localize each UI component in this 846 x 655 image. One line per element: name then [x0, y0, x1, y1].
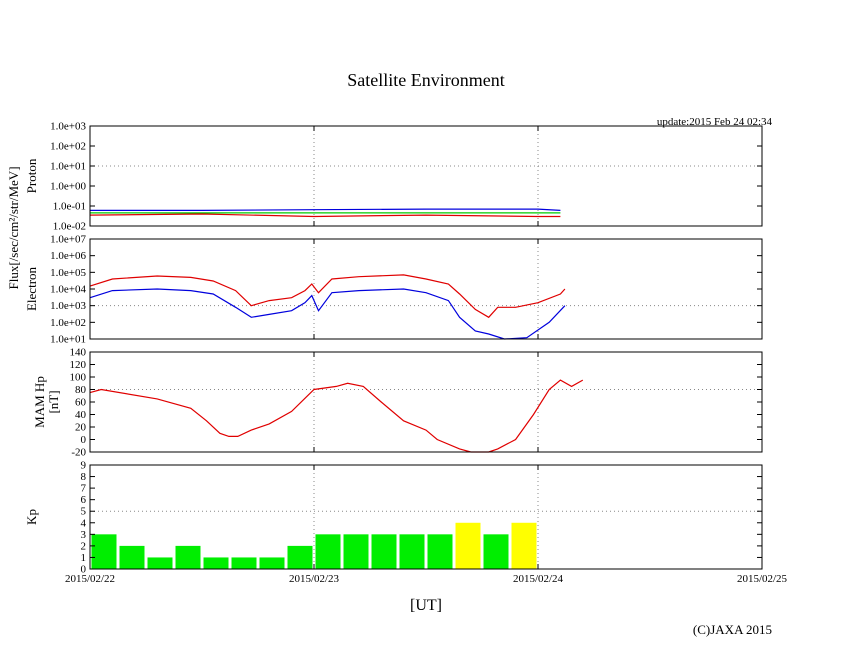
y-tick-label: 6 [81, 494, 87, 506]
shared-flux-ylabel: Flux[/sec/cm²/str/MeV] [6, 166, 21, 289]
kp-bar [343, 534, 369, 569]
y-tick-label: 2 [81, 540, 87, 552]
y-tick-label: 5 [81, 506, 87, 518]
y-tick-label: 20 [75, 422, 87, 434]
panel-proton: 1.0e-02 1.0e-01 1.0e+00 1.0e+01 1.0e+02 1.0e+… [24, 121, 763, 233]
y-tick-label: 9 [81, 460, 87, 472]
kp-bar [147, 557, 173, 569]
kp-bar [427, 534, 453, 569]
panel-ylabel-unit: [nT] [46, 390, 61, 413]
panel-ylabel: Kp [24, 509, 39, 525]
series-line [89, 213, 561, 218]
y-tick-label: 1.0e+01 [50, 334, 86, 346]
y-tick-label: 120 [70, 359, 87, 371]
y-tick-label: 1.0e+03 [50, 121, 86, 133]
x-tick-label-3: 2015/02/25 [737, 573, 788, 585]
panels-group: 1.0e-021.0e-011.0e+001.0e+011.0e+021.0e+… [24, 121, 763, 576]
y-tick-label: 3 [81, 529, 87, 541]
y-tick-label: 100 [70, 372, 87, 384]
y-tick-label: 1.0e+06 [50, 250, 86, 262]
kp-bar [119, 545, 145, 569]
series-line [90, 208, 561, 211]
y-tick-label: 80 [75, 384, 87, 396]
y-tick-label: 1.0e+01 [50, 161, 86, 173]
kp-bar [315, 534, 341, 569]
panel-ylabel: Electron [24, 266, 39, 311]
y-tick-label: 1.0e+04 [50, 284, 86, 296]
kp-bar [259, 557, 285, 569]
y-tick-label: 1.0e-01 [53, 201, 86, 213]
panel-frame [89, 351, 763, 453]
series-line [89, 274, 566, 319]
panel-electron: 1.0e+01 1.0e+02 1.0e+03 1.0e+04 1.0e+05 1.0e+… [24, 234, 763, 346]
x-tick-label-0: 2015/02/22 [65, 573, 115, 585]
panel-frame [89, 125, 763, 227]
y-tick-label: 1.0e+05 [50, 267, 86, 279]
y-tick-label: 1.0e-02 [53, 221, 86, 233]
kp-bar [511, 522, 537, 569]
copyright-notice: (C)JAXA 2015 [693, 622, 772, 637]
kp-bar [203, 557, 229, 569]
y-tick-label: 1.0e+00 [50, 181, 86, 193]
kp-bar [483, 534, 509, 569]
y-tick-label: 0 [81, 564, 87, 576]
kp-bar [455, 522, 481, 569]
update-timestamp: update:2015 Feb 24 02:34 [657, 116, 773, 128]
y-tick-label: 0 [81, 434, 87, 446]
y-tick-label: 4 [81, 517, 87, 529]
kp-bar [399, 534, 425, 569]
y-tick-label: 7 [81, 483, 87, 495]
x-tick-label-2: 2015/02/24 [513, 573, 564, 585]
y-tick-label: 1.0e+03 [50, 300, 86, 312]
panel-frame [89, 238, 763, 340]
panel-ylabel: MAM Hp [32, 376, 47, 428]
y-tick-label: 8 [81, 471, 87, 483]
y-tick-label: 1.0e+02 [50, 317, 86, 329]
series-line [89, 288, 566, 340]
x-axis-label: [UT] [410, 597, 442, 614]
panel-ylabel: Proton [24, 158, 39, 193]
kp-bar [287, 545, 313, 569]
kp-bar [231, 557, 257, 569]
x-tick-label-1: 2015/02/23 [289, 573, 340, 585]
panel-frame [89, 464, 763, 570]
series-line [89, 379, 584, 453]
y-tick-label: 1 [81, 552, 87, 564]
y-tick-label: 140 [70, 347, 87, 359]
kp-bar [371, 534, 397, 569]
kp-bar [91, 534, 117, 569]
y-tick-label: 1.0e+02 [50, 141, 86, 153]
y-tick-label: -20 [71, 447, 86, 459]
y-tick-label: 60 [75, 397, 87, 409]
chart-title: Satellite Environment [347, 70, 504, 90]
kp-bar [175, 545, 201, 569]
y-tick-label: 40 [75, 409, 87, 421]
y-tick-label: 1.0e+07 [50, 234, 86, 246]
